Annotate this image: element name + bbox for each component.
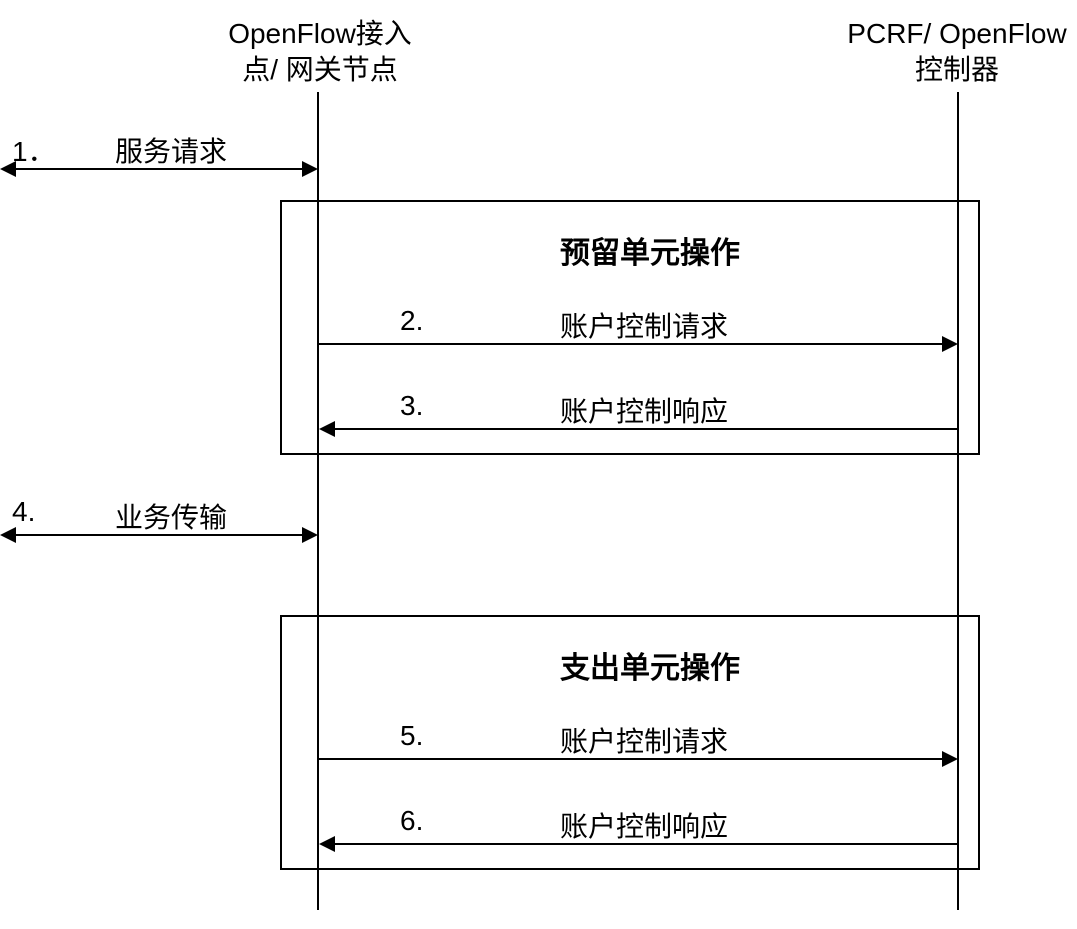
msg-1-number: 1．	[12, 130, 56, 170]
msg-3-line	[334, 428, 957, 430]
msg-1-label: 服务请求	[115, 130, 227, 170]
msg-4-label: 业务传输	[115, 496, 227, 536]
msg-5-label: 账户控制请求	[560, 720, 728, 760]
msg-6-line	[334, 843, 957, 845]
box-expend-title: 支出单元操作	[560, 643, 740, 687]
msg-2-label: 账户控制请求	[560, 305, 728, 345]
msg-6-arrow-left	[319, 836, 335, 852]
msg-5-line	[319, 758, 942, 760]
msg-3-arrow-left	[319, 421, 335, 437]
msg-4-number: 4.	[12, 496, 35, 528]
msg-3-number: 3.	[400, 390, 423, 422]
msg-2-number: 2.	[400, 305, 423, 337]
msg-4-arrow-left	[0, 527, 16, 543]
msg-6-label: 账户控制响应	[560, 805, 728, 845]
msg-5-arrow-right	[942, 751, 958, 767]
msg-4-line	[16, 534, 304, 536]
msg-1-line	[16, 168, 304, 170]
msg-2-arrow-right	[942, 336, 958, 352]
msg-6-number: 6.	[400, 805, 423, 837]
msg-5-number: 5.	[400, 720, 423, 752]
sequence-diagram: OpenFlow接入 点/ 网关节点 PCRF/ OpenFlow 控制器 1．…	[0, 0, 1077, 929]
msg-2-line	[319, 343, 942, 345]
participant-left-label: OpenFlow接入 点/ 网关节点	[220, 16, 420, 89]
participant-right-label: PCRF/ OpenFlow 控制器	[842, 16, 1072, 89]
box-reserve-title: 预留单元操作	[560, 228, 740, 272]
msg-3-label: 账户控制响应	[560, 390, 728, 430]
msg-1-arrow-left	[0, 161, 16, 177]
msg-1-arrow-right	[302, 161, 318, 177]
msg-4-arrow-right	[302, 527, 318, 543]
